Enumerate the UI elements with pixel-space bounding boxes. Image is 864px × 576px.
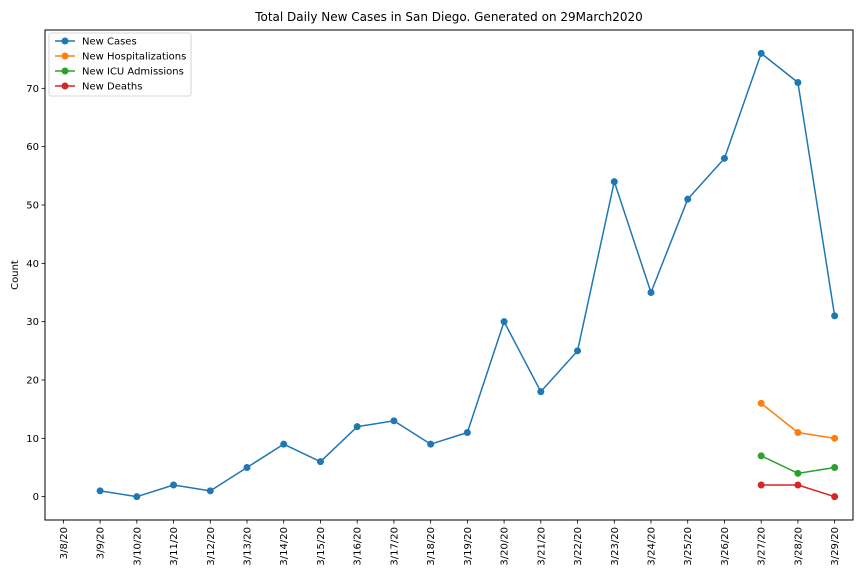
data-point — [684, 195, 692, 203]
x-tick-label: 3/13/20 — [243, 527, 254, 566]
legend-item: New Cases — [55, 37, 137, 48]
data-point — [170, 481, 178, 489]
x-tick-label: 3/12/20 — [206, 527, 217, 566]
x-tick-label: 3/26/20 — [720, 527, 731, 566]
y-axis: 0 10 20 30 40 50 60 70 — [26, 84, 45, 503]
data-point — [96, 487, 104, 495]
x-tick-label: 3/28/20 — [793, 527, 804, 566]
data-point — [794, 429, 802, 436]
x-tick-label: 3/10/20 — [132, 527, 143, 566]
x-tick-label: 3/21/20 — [536, 527, 547, 566]
series-layer — [96, 49, 839, 501]
chart-title: Total Daily New Cases in San Diego. Gene… — [254, 10, 643, 24]
data-point — [280, 440, 288, 448]
legend-swatch-marker — [61, 67, 69, 75]
x-tick-label: 3/17/20 — [389, 527, 400, 566]
x-tick-label: 3/9/20 — [96, 527, 107, 559]
data-point — [463, 429, 471, 436]
legend-swatch-marker — [61, 52, 69, 60]
y-tick-label: 20 — [26, 376, 39, 387]
x-tick-label: 3/18/20 — [426, 527, 437, 566]
x-tick-label: 3/19/20 — [463, 527, 474, 566]
plot-frame — [44, 29, 854, 521]
x-tick-label: 3/23/20 — [610, 527, 621, 566]
x-tick-label: 3/24/20 — [647, 527, 658, 566]
y-tick-label: 40 — [26, 259, 39, 270]
legend-item: New ICU Admissions — [55, 67, 184, 78]
y-tick-label: 30 — [26, 317, 39, 328]
data-point — [757, 49, 765, 57]
series-new-deaths — [757, 481, 839, 501]
x-tick-label: 3/22/20 — [573, 527, 584, 566]
data-point — [500, 318, 508, 326]
y-tick-label: 10 — [26, 434, 39, 445]
y-tick-label: 60 — [26, 142, 39, 153]
x-tick-label: 3/25/20 — [683, 527, 694, 566]
data-point — [610, 178, 618, 186]
data-point — [390, 417, 398, 425]
y-tick-label: 0 — [33, 492, 39, 503]
x-tick-label: 3/27/20 — [757, 527, 768, 566]
y-tick-label: 70 — [26, 84, 39, 95]
x-tick-label: 3/15/20 — [316, 527, 327, 566]
data-point — [831, 464, 839, 471]
legend-label: New Deaths — [82, 82, 142, 93]
data-point — [794, 79, 802, 86]
legend-label: New ICU Admissions — [82, 67, 184, 78]
data-point — [206, 487, 214, 495]
data-point — [574, 347, 582, 355]
legend-item: New Deaths — [55, 82, 142, 93]
data-point — [757, 399, 765, 407]
data-point — [757, 481, 765, 489]
data-point — [133, 493, 141, 501]
x-tick-label: 3/29/20 — [830, 527, 841, 566]
x-tick-label: 3/11/20 — [169, 527, 180, 566]
data-point — [647, 289, 655, 296]
data-point — [831, 434, 839, 442]
data-point — [794, 481, 802, 489]
y-axis-label: Count — [10, 260, 21, 290]
data-point — [794, 469, 802, 477]
x-tick-label: 3/14/20 — [279, 527, 290, 566]
data-point — [353, 423, 361, 431]
series-new-icu-admissions — [757, 452, 839, 477]
x-axis: 3/8/20 3/9/20 3/10/20 3/11/20 3/12/20 3/13/20… — [59, 520, 841, 566]
plot-area — [45, 30, 853, 520]
x-tick-label: 3/8/20 — [59, 527, 70, 559]
legend-label: New Hospitalizations — [82, 52, 186, 63]
legend-box — [48, 32, 192, 97]
x-tick-label: 3/20/20 — [500, 527, 511, 566]
data-point — [537, 388, 545, 396]
data-point — [831, 493, 839, 501]
data-point — [757, 452, 765, 460]
legend: New Cases New Hospitalizations New ICU Adm… — [48, 32, 192, 97]
data-point — [243, 464, 251, 471]
data-point — [720, 154, 728, 162]
legend-swatch-marker — [61, 82, 69, 90]
data-point — [427, 440, 435, 448]
legend-item: New Hospitalizations — [55, 52, 186, 63]
legend-label: New Cases — [82, 37, 137, 48]
data-point — [316, 458, 324, 466]
legend-swatch-marker — [61, 37, 69, 45]
data-point — [831, 312, 839, 320]
series-new-cases — [96, 49, 839, 501]
y-tick-label: 50 — [26, 201, 39, 212]
series-new-hospitalizations — [757, 399, 839, 442]
x-tick-label: 3/16/20 — [353, 527, 364, 566]
